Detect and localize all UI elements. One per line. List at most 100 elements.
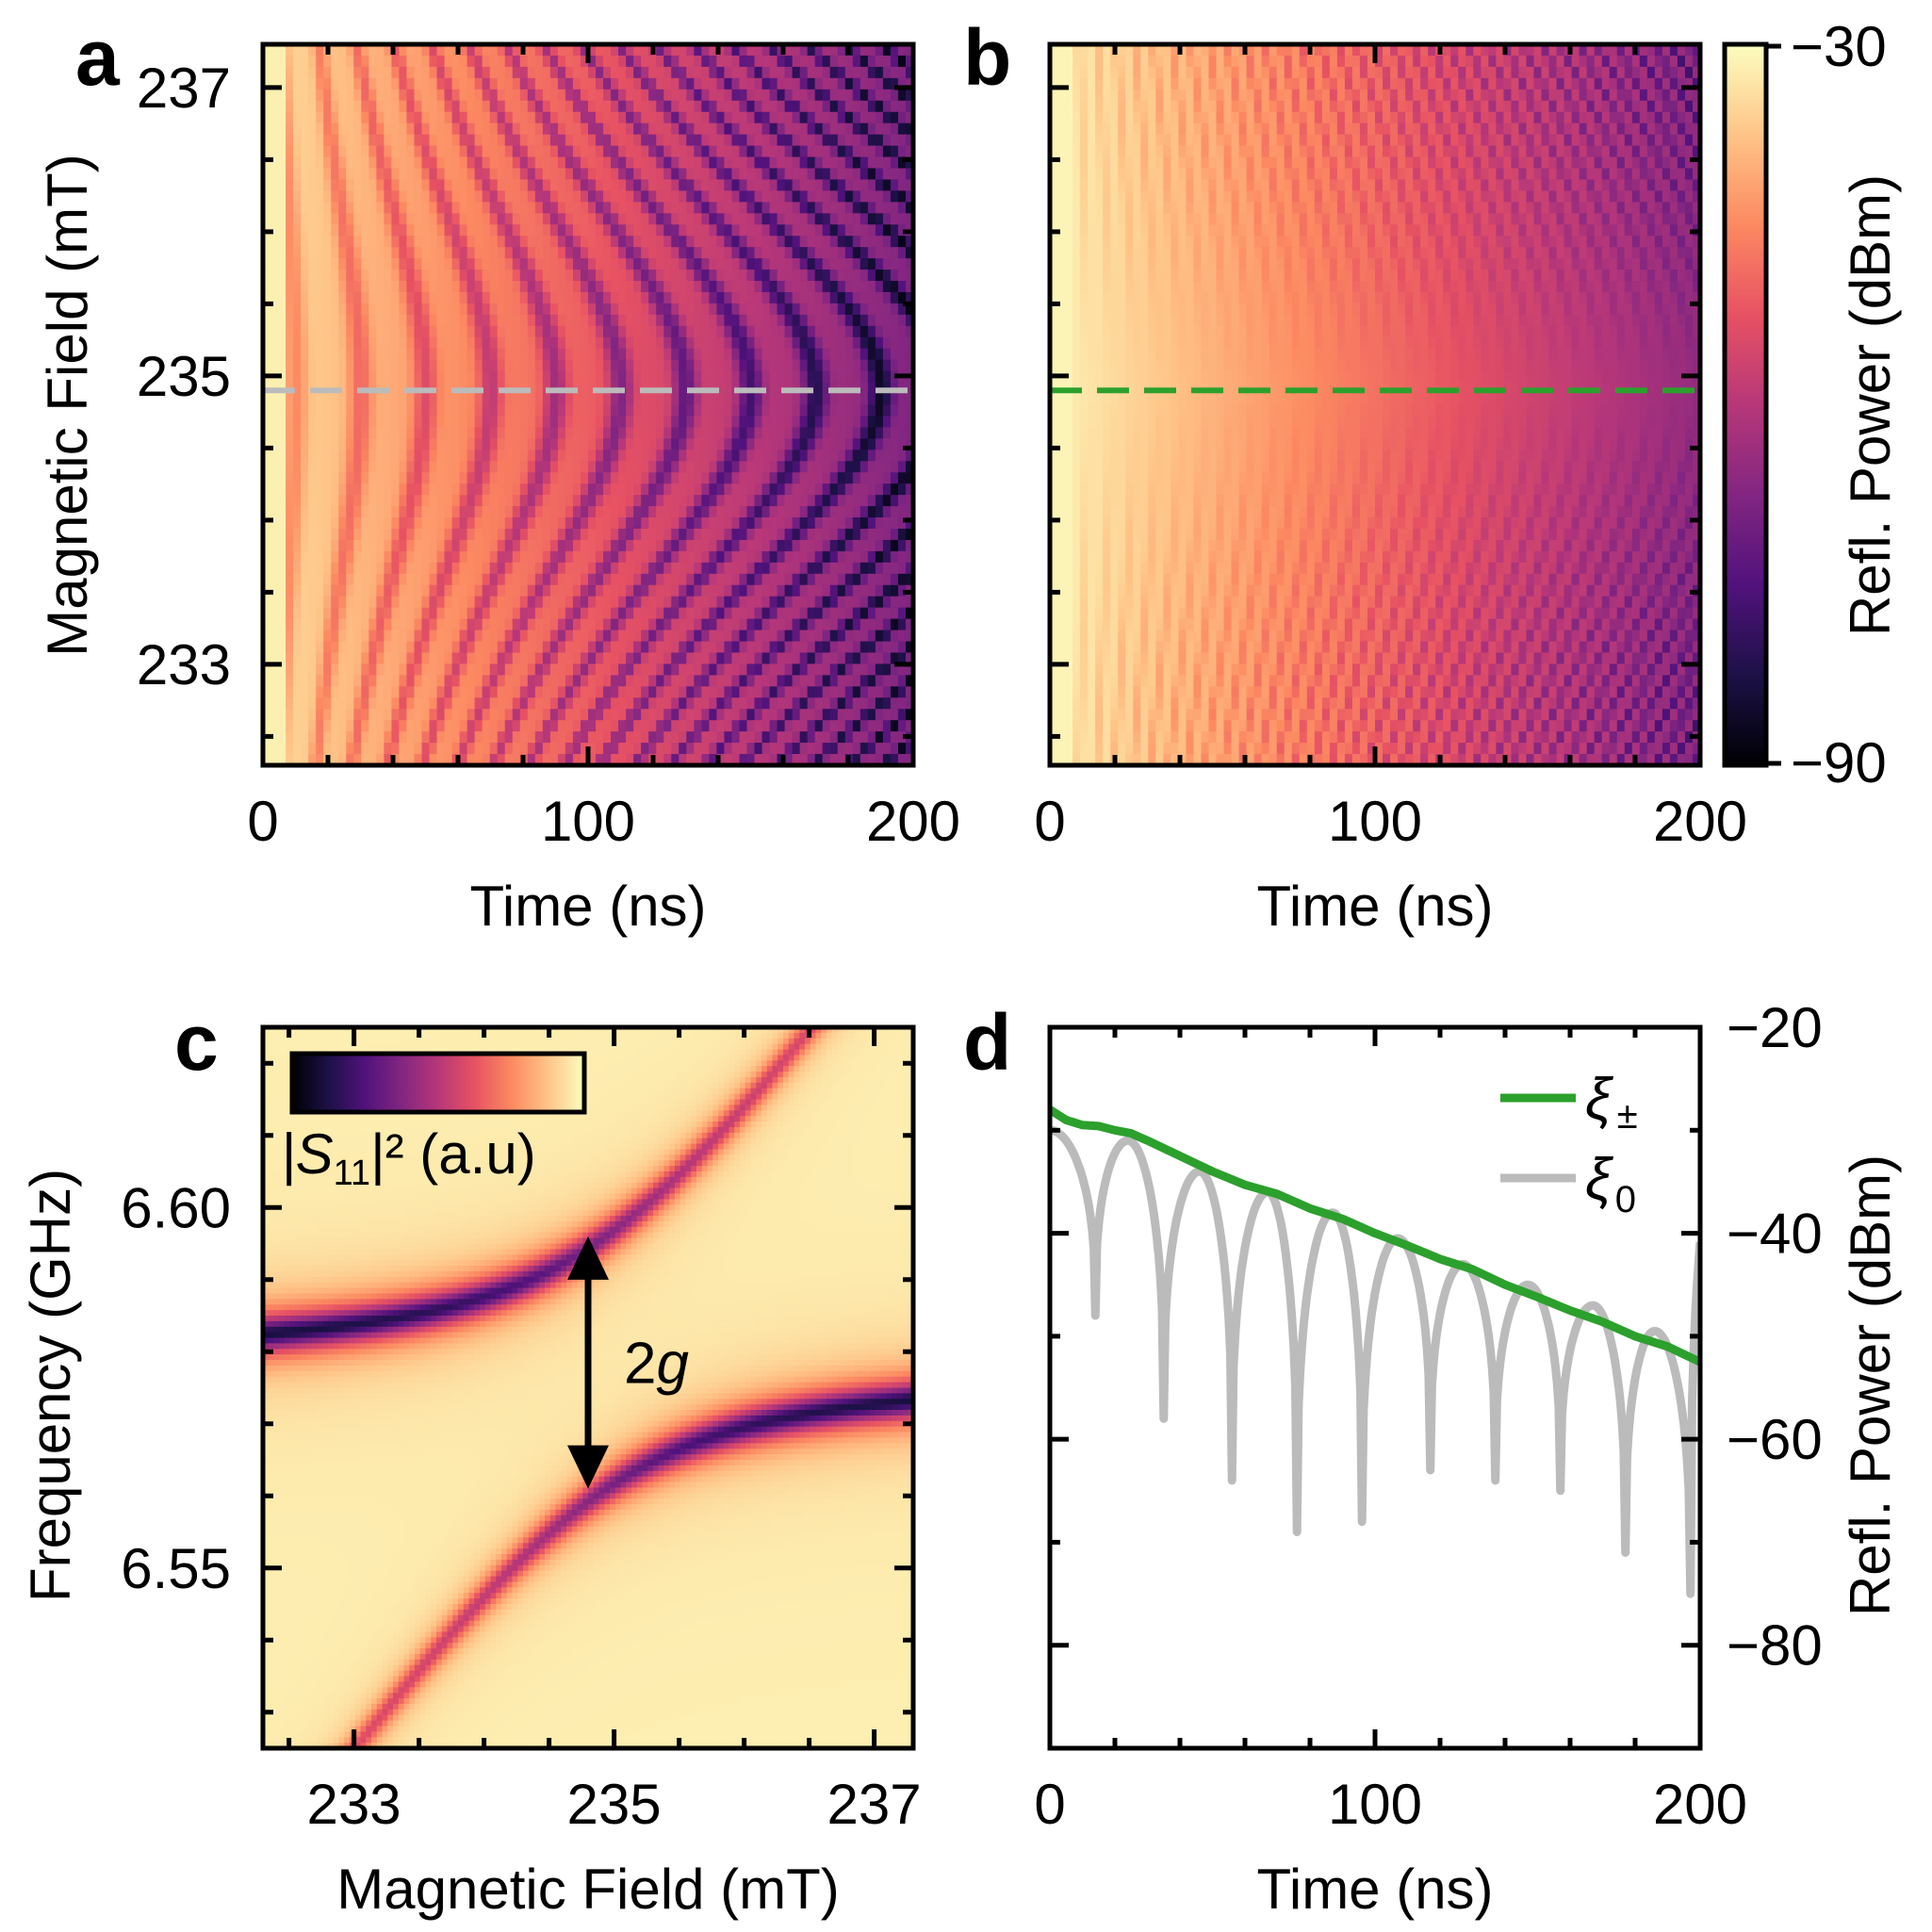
heatmap-a-cell [716,66,726,79]
heatmap-a-cell [376,630,385,643]
heatmap-a-cell [451,607,461,620]
heatmap-a-cell [278,539,287,552]
heatmap-a-cell [716,89,726,102]
heatmap-a-cell [807,359,816,372]
heatmap-a-cell [436,404,446,418]
heatmap-a-cell [633,618,642,631]
heatmap-a-cell [837,44,846,57]
heatmap-a-cell [504,652,514,665]
heatmap-a-cell [731,44,741,57]
heatmap-a-cell [482,472,491,484]
heatmap-a-cell [346,450,354,462]
heatmap-a-cell [474,77,483,90]
heatmap-a-cell [588,382,597,395]
heatmap-a-cell [641,314,649,327]
heatmap-a-cell [686,55,695,68]
heatmap-a-cell [346,314,354,327]
heatmap-a-cell [784,213,794,225]
heatmap-a-cell [648,156,657,170]
heatmap-a-cell [436,382,446,395]
heatmap-a-cell [293,506,302,518]
heatmap-a-cell [641,325,649,338]
heatmap-a-cell [429,370,438,384]
heatmap-a-cell [656,247,664,259]
heatmap-a-cell [784,281,794,293]
heatmap-a-cell [368,472,377,484]
heatmap-a-cell [444,213,453,225]
heatmap-a-cell [611,44,619,57]
heatmap-a-cell [754,156,763,170]
heatmap-a-cell [361,370,369,384]
heatmap-a-cell [316,562,324,575]
heatmap-a-cell [338,370,347,384]
heatmap-a-cell [701,393,710,406]
heatmap-a-cell [565,618,574,631]
heatmap-a-cell [368,528,377,541]
heatmap-a-cell [731,66,741,79]
heatmap-a-cell [618,438,627,450]
heatmap-a-cell [519,472,529,484]
heatmap-a-cell [557,77,566,90]
heatmap-a-cell [316,550,324,564]
heatmap-a-cell [618,539,627,552]
heatmap-a-cell [694,607,702,620]
heatmap-a-cell [301,145,309,158]
heatmap-a-cell [549,303,559,316]
heatmap-a-cell [709,100,717,113]
heatmap-a-cell [527,55,536,68]
heatmap-a-cell [565,461,574,473]
heatmap-a-cell [603,562,612,575]
heatmap-a-cell [399,584,408,598]
heatmap-a-cell [807,190,816,203]
heatmap-a-cell [867,55,876,68]
heatmap-a-cell [376,663,385,676]
heatmap-a-cell [754,179,763,191]
heatmap-a-cell [792,652,801,665]
heatmap-a-cell [414,77,423,90]
heatmap-a-cell [618,686,627,698]
heatmap-a-cell [905,472,913,484]
heatmap-a-cell [519,663,529,676]
heatmap-a-cell [414,145,423,158]
heatmap-a-cell [286,438,294,450]
heatmap-a-cell [308,303,317,316]
heatmap-a-cell [421,168,431,181]
heatmap-a-cell [286,44,294,57]
heatmap-a-cell [671,179,679,191]
heatmap-a-cell [474,686,483,698]
heatmap-a-cell [444,686,453,698]
heatmap-a-cell [406,303,416,316]
heatmap-a-cell [323,123,332,136]
heatmap-a-cell [852,483,861,496]
heatmap-a-cell [709,168,717,181]
heatmap-a-cell [572,370,581,384]
heatmap-a-cell [391,111,401,124]
heatmap-a-cell [293,156,302,170]
heatmap-a-cell [799,450,809,462]
heatmap-a-cell [799,393,809,406]
heatmap-a-cell [557,438,566,450]
heatmap-a-cell [807,652,816,665]
heatmap-a-cell [588,359,597,372]
heatmap-a-cell [353,618,362,631]
heatmap-a-cell [474,506,483,518]
heatmap-a-cell [822,652,831,665]
heatmap-a-cell [368,539,377,552]
heatmap-a-cell [459,663,468,676]
heatmap-a-cell [542,179,551,191]
heatmap-a-cell [316,55,324,68]
heatmap-a-cell [527,416,536,428]
heatmap-a-cell [603,630,612,643]
heatmap-a-cell [769,393,778,406]
heatmap-a-cell [572,663,581,676]
heatmap-a-cell [489,618,499,631]
heatmap-a-cell [739,247,748,259]
heatmap-a-cell [837,641,846,654]
heatmap-a-cell [376,247,385,259]
heatmap-a-cell [391,393,401,406]
heatmap-a-cell [844,483,854,496]
heatmap-a-cell [459,472,468,484]
heatmap-a-cell [489,472,499,484]
heatmap-a-cell [875,348,884,361]
heatmap-a-cell [618,675,627,687]
